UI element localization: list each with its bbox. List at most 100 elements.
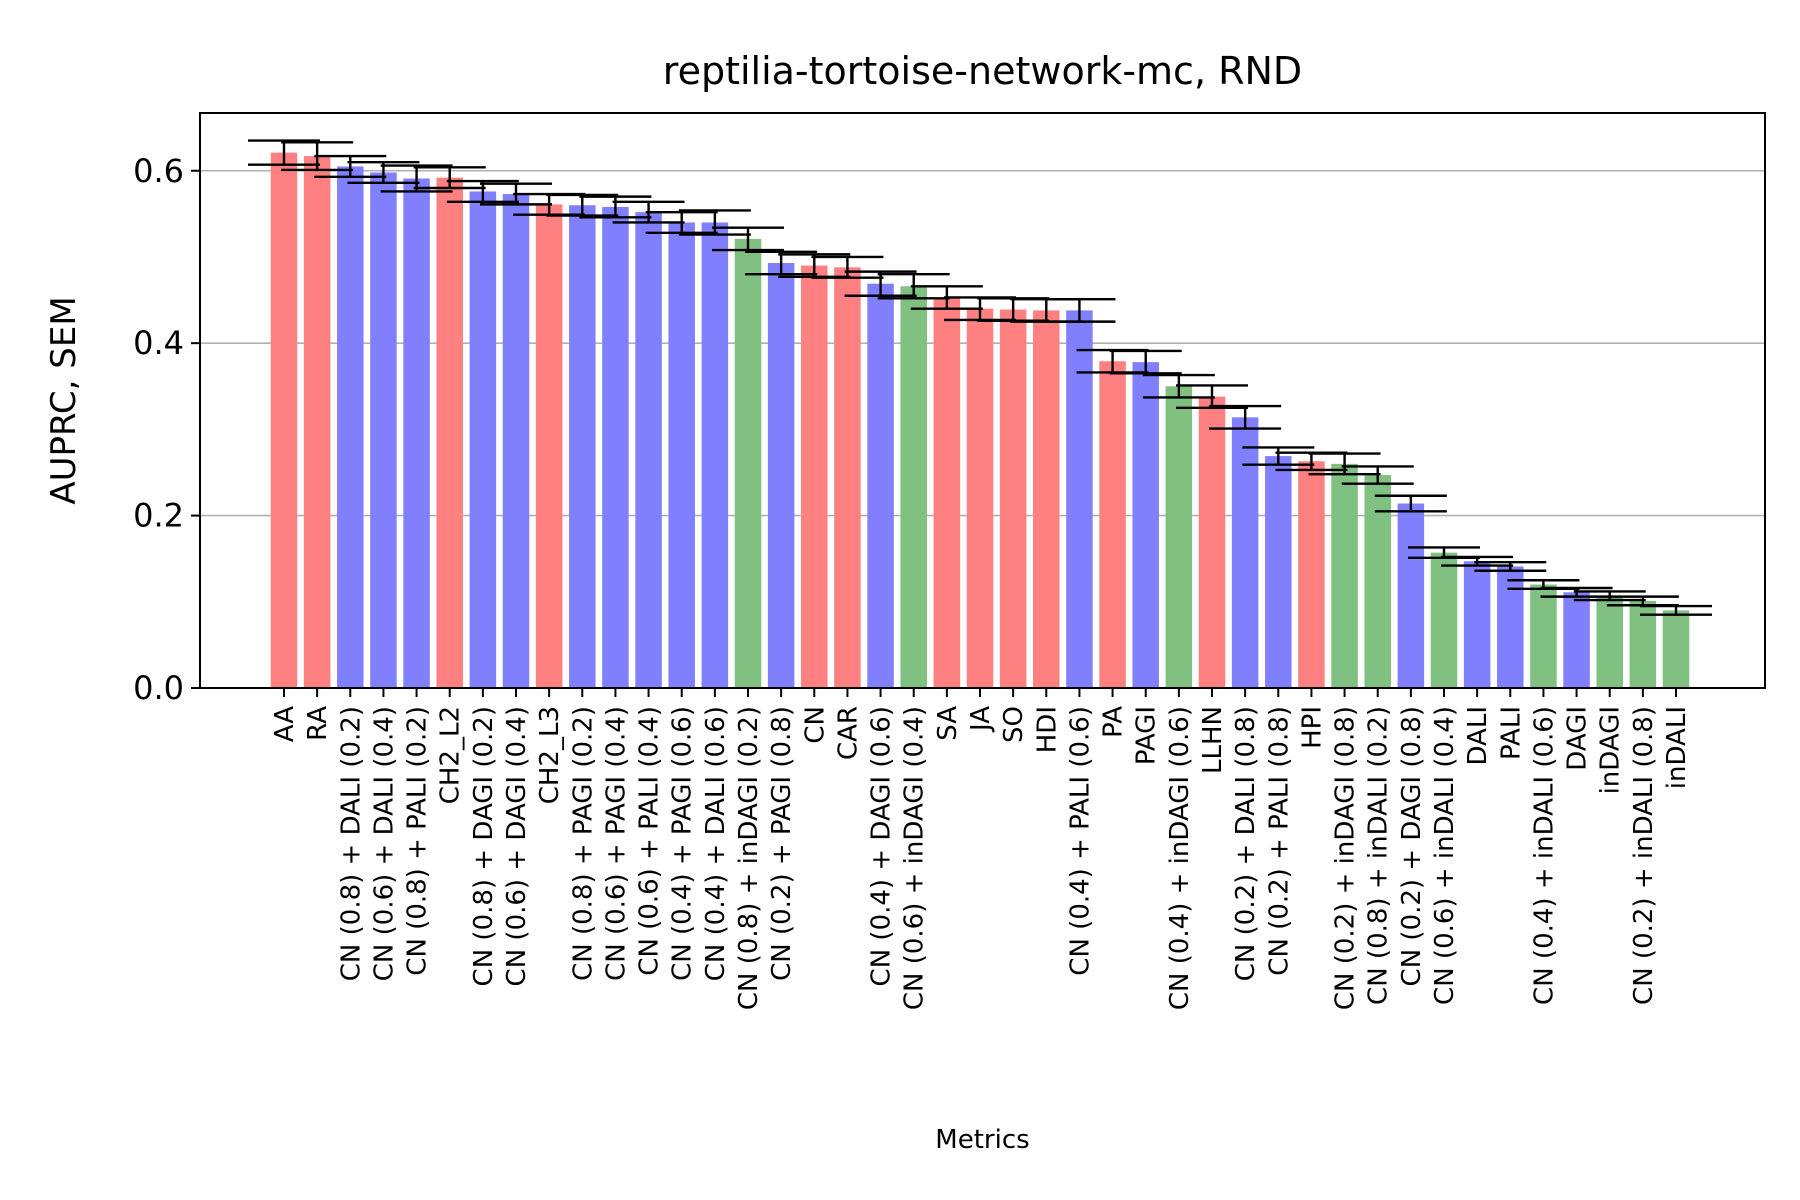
error-bar bbox=[678, 209, 751, 236]
x-tick-label: CN (0.2) + DAGI (0.8) bbox=[1397, 706, 1427, 986]
x-tick-label: CN (0.2) + PAGI (0.8) bbox=[767, 706, 797, 981]
x-tick-label: CN (0.6) + PAGI (0.4) bbox=[601, 706, 631, 981]
bar bbox=[602, 206, 629, 688]
error-bar bbox=[1242, 446, 1315, 466]
bar bbox=[1463, 561, 1491, 688]
y-tick-label: 0.2 bbox=[133, 497, 184, 535]
bar bbox=[1662, 610, 1690, 688]
x-tick-label: CN (0.8) + DALI (0.2) bbox=[336, 706, 366, 981]
x-tick-label: CN (0.4) + DALI (0.6) bbox=[701, 706, 731, 981]
bar bbox=[834, 267, 861, 688]
bar bbox=[1397, 503, 1425, 688]
bar bbox=[1265, 456, 1292, 688]
x-tick-label: CN bbox=[800, 706, 830, 744]
error-bar bbox=[1474, 560, 1547, 572]
x-tick-label: CN (0.2) + DALI (0.8) bbox=[1231, 706, 1261, 981]
bar bbox=[569, 205, 596, 688]
x-tick-label: CN (0.2) + inDALI (0.8) bbox=[1629, 706, 1659, 1005]
x-tick-label: CN (0.4) + PALI (0.6) bbox=[1065, 706, 1095, 976]
error-bars bbox=[248, 139, 1712, 616]
bar bbox=[270, 152, 298, 689]
x-tick-label: CN (0.6) + inDALI (0.4) bbox=[1430, 706, 1460, 1005]
x-tick-label: CN (0.8) + inDALI (0.2) bbox=[1364, 706, 1394, 1005]
bar bbox=[767, 263, 795, 688]
error-bar bbox=[645, 210, 718, 235]
x-tick-label: LLHN bbox=[1198, 706, 1228, 774]
bar bbox=[1530, 584, 1557, 688]
error-bar bbox=[1043, 298, 1116, 323]
bar bbox=[403, 178, 430, 688]
error-bar bbox=[1374, 494, 1447, 513]
error-bar bbox=[1109, 349, 1182, 375]
x-tick-label: JA bbox=[966, 706, 996, 733]
bar bbox=[1364, 475, 1391, 688]
bar bbox=[900, 286, 927, 688]
y-tick-label: 0.6 bbox=[133, 152, 184, 190]
error-bar bbox=[811, 255, 884, 279]
bar bbox=[1033, 310, 1060, 688]
error-bar bbox=[1176, 384, 1248, 410]
bar bbox=[701, 222, 729, 688]
x-tick-label: inDALI bbox=[1662, 706, 1692, 789]
x-tick-label: CN (0.4) + inDALI (0.6) bbox=[1529, 706, 1559, 1005]
error-bar bbox=[844, 270, 917, 297]
x-tick-label: CH2_L3 bbox=[535, 706, 565, 804]
x-tick-label: CN (0.4) + PAGI (0.6) bbox=[668, 706, 698, 981]
axes-frame bbox=[199, 112, 1766, 689]
bar bbox=[1331, 463, 1358, 688]
x-tick-label: CN (0.8) + inDAGI (0.2) bbox=[734, 706, 764, 1010]
x-tick-label: HPI bbox=[1297, 706, 1327, 749]
error-bar bbox=[413, 166, 486, 190]
bar bbox=[1066, 310, 1093, 688]
error-bar bbox=[1209, 404, 1282, 430]
bar bbox=[1132, 362, 1159, 688]
x-tick-label: AA bbox=[270, 706, 300, 743]
error-bar bbox=[1308, 452, 1381, 476]
bar bbox=[1231, 417, 1259, 688]
x-tick-label: CN (0.8) + PALI (0.2) bbox=[403, 706, 433, 976]
x-tick-label: PA bbox=[1099, 706, 1129, 738]
bar bbox=[635, 212, 662, 688]
x-axis-label: Metrics bbox=[935, 1125, 1029, 1155]
bar bbox=[1596, 595, 1623, 688]
x-tick-label: DAGI bbox=[1563, 706, 1593, 771]
bar bbox=[1298, 461, 1325, 688]
bars bbox=[270, 152, 1690, 689]
bar bbox=[337, 166, 364, 689]
bar bbox=[1497, 566, 1524, 688]
x-tick-label: PALI bbox=[1496, 706, 1526, 760]
bar bbox=[734, 238, 762, 689]
y-axis-label: AUPRC, SEM bbox=[44, 296, 84, 504]
error-bar bbox=[248, 139, 320, 166]
error-bar bbox=[1640, 604, 1712, 616]
x-tick-label: DALI bbox=[1463, 706, 1493, 766]
bar bbox=[1165, 386, 1193, 688]
x-tick-label: CN (0.4) + inDAGI (0.6) bbox=[1165, 706, 1195, 1010]
bar bbox=[867, 283, 894, 688]
x-tick-label: CN (0.2) + inDAGI (0.8) bbox=[1331, 706, 1361, 1010]
bar bbox=[1099, 361, 1126, 688]
x-tick-label: CH2_L2 bbox=[436, 706, 466, 804]
y-tick-label: 0.0 bbox=[133, 669, 184, 707]
bar bbox=[303, 156, 331, 688]
x-tick-label: inDAGI bbox=[1596, 706, 1626, 794]
y-tick-label: 0.4 bbox=[133, 324, 184, 362]
x-tick-label: SO bbox=[999, 706, 1029, 743]
x-ticks: AA RA CN (0.8) + DALI (0.2) CN (0.6) + DALI… bbox=[270, 688, 1692, 1010]
x-tick-label: CN (0.2) + PALI (0.8) bbox=[1264, 706, 1294, 976]
error-bar bbox=[579, 195, 652, 219]
x-tick-label: CN (0.6) + DAGI (0.4) bbox=[502, 706, 532, 986]
x-tick-label: SA bbox=[933, 706, 963, 741]
bar bbox=[801, 265, 828, 688]
x-tick-label: RA bbox=[303, 706, 333, 741]
bar bbox=[1563, 592, 1590, 688]
bar bbox=[1430, 552, 1458, 688]
x-tick-label: CN (0.4) + DAGI (0.6) bbox=[867, 706, 897, 986]
bar bbox=[502, 194, 530, 688]
x-tick-label: CN (0.6) + DALI (0.4) bbox=[369, 706, 399, 981]
bar bbox=[966, 308, 994, 688]
bar bbox=[436, 177, 463, 689]
bar bbox=[933, 297, 961, 688]
bar bbox=[469, 191, 497, 688]
error-bar bbox=[546, 193, 619, 217]
